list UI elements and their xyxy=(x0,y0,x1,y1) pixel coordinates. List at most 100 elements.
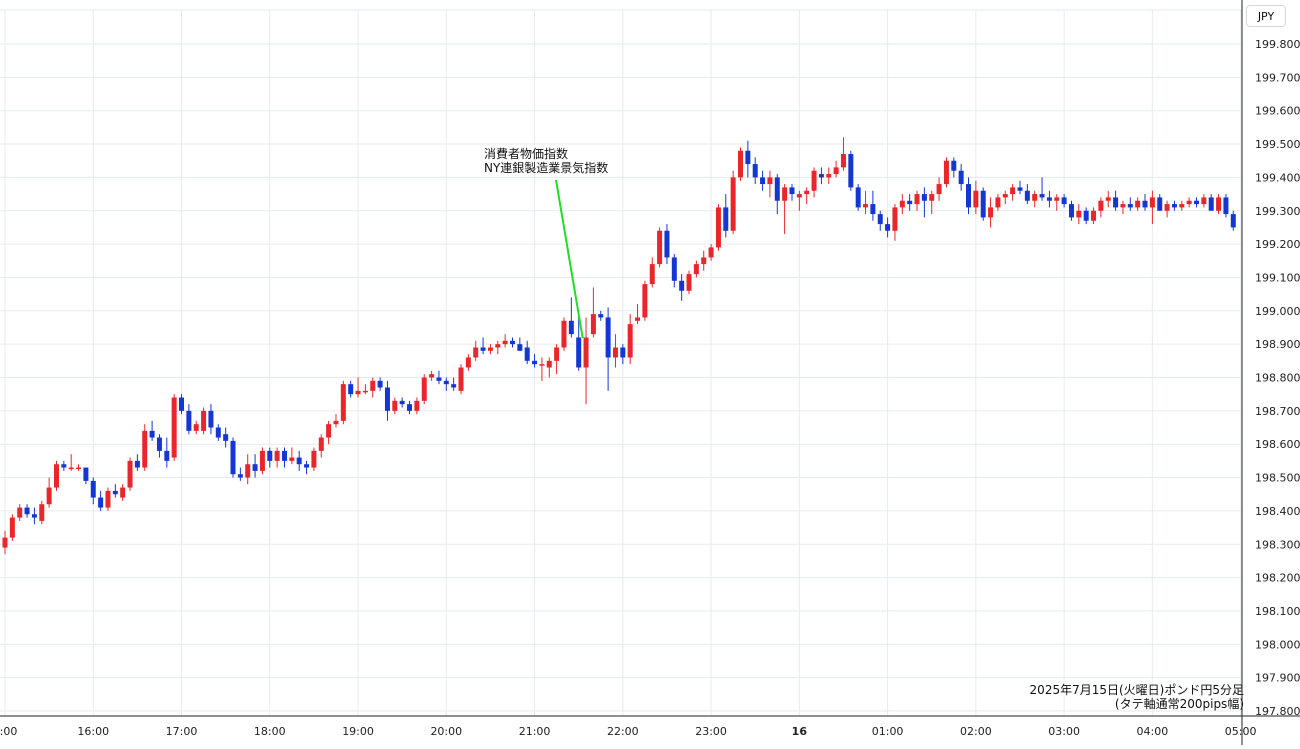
candle-body xyxy=(31,514,37,518)
candle xyxy=(568,297,574,338)
candle xyxy=(701,250,707,271)
candle-body xyxy=(1208,197,1214,211)
candle xyxy=(789,184,795,201)
candle-body xyxy=(421,377,427,401)
candle xyxy=(590,287,596,338)
x-tick-label: 01:00 xyxy=(872,725,904,738)
y-tick-label: 198.800 xyxy=(1255,372,1300,385)
candle xyxy=(760,170,766,191)
candle xyxy=(818,167,824,185)
candle-body xyxy=(1127,204,1133,208)
candle-body xyxy=(392,400,398,411)
candle xyxy=(1135,197,1141,211)
candle xyxy=(929,190,935,215)
candle-body xyxy=(532,360,538,365)
candle xyxy=(605,307,611,391)
y-tick-label: 198.600 xyxy=(1255,438,1300,451)
chart-caption: 2025年7月15日(火曜日)ポンド円5分足 (タテ軸通常200pips幅) xyxy=(1030,683,1244,711)
candle-body xyxy=(2,537,8,548)
candle-body xyxy=(429,374,435,378)
candle xyxy=(333,414,339,428)
candle xyxy=(657,227,663,268)
candle-body xyxy=(340,384,346,421)
candle xyxy=(532,354,538,368)
candle xyxy=(951,157,957,178)
candle xyxy=(9,514,15,541)
candle-body xyxy=(458,367,464,391)
candle xyxy=(1223,194,1229,218)
candle-body xyxy=(414,400,420,411)
candle-body xyxy=(1083,210,1089,221)
candle-body xyxy=(252,464,258,471)
candle-body xyxy=(296,457,302,465)
candle xyxy=(612,334,618,368)
candle-body xyxy=(1046,197,1052,201)
candle xyxy=(2,530,8,555)
candle-body xyxy=(951,160,957,171)
candle-body xyxy=(612,347,618,358)
candle-body xyxy=(407,404,413,411)
candle xyxy=(509,337,515,348)
candle-body xyxy=(693,264,699,275)
candle xyxy=(642,280,648,321)
candle-body xyxy=(68,467,74,470)
candle xyxy=(664,224,670,265)
candle-body xyxy=(149,430,155,438)
candle-body xyxy=(568,320,574,335)
candle xyxy=(17,504,23,521)
candle xyxy=(480,337,486,355)
x-tick-label: 23:00 xyxy=(695,725,727,738)
candle xyxy=(281,447,287,468)
candle xyxy=(127,457,133,491)
y-tick-label: 199.800 xyxy=(1255,38,1300,51)
candle-body xyxy=(760,177,766,185)
candle-body xyxy=(921,194,927,201)
candle xyxy=(723,194,729,238)
candle xyxy=(377,377,383,391)
candle xyxy=(215,424,221,441)
candle-body xyxy=(966,184,972,208)
candle xyxy=(237,467,243,481)
candle xyxy=(1098,197,1104,218)
candle xyxy=(495,340,501,355)
candle-body xyxy=(929,194,935,201)
candle xyxy=(1061,194,1067,208)
candle-body xyxy=(355,390,361,395)
candle xyxy=(1179,200,1185,211)
y-tick-label: 198.000 xyxy=(1255,638,1300,651)
candle-body xyxy=(318,437,324,451)
candle-body xyxy=(1223,197,1229,215)
candle-body xyxy=(774,177,780,201)
x-tick-label: 19:00 xyxy=(342,725,374,738)
candle-body xyxy=(789,187,795,195)
candle-body xyxy=(1010,187,1016,195)
candle xyxy=(693,260,699,278)
candle xyxy=(980,187,986,221)
candle xyxy=(885,217,891,238)
candle-body xyxy=(451,384,457,388)
currency-badge[interactable]: JPY xyxy=(1246,5,1286,27)
candle xyxy=(53,460,59,491)
x-tick-label: 21:00 xyxy=(519,725,551,738)
candle xyxy=(524,340,530,365)
candle-body xyxy=(436,377,442,381)
event-annotation: 消費者物価指数 NY連銀製造業景気指数 xyxy=(484,147,608,175)
y-tick-label: 198.400 xyxy=(1255,505,1300,518)
candle-body xyxy=(833,167,839,175)
candle xyxy=(686,270,692,295)
candle xyxy=(1164,200,1170,218)
candle xyxy=(1039,177,1045,201)
candle-body xyxy=(517,344,523,351)
candle xyxy=(259,447,265,475)
candle-body xyxy=(112,490,118,495)
candle xyxy=(171,394,177,461)
candle-body xyxy=(870,204,876,215)
x-tick-label: 18:00 xyxy=(254,725,286,738)
candle-body xyxy=(723,207,729,231)
candle-body xyxy=(230,440,236,475)
candle-body xyxy=(1171,204,1177,208)
candle xyxy=(1024,184,1030,205)
x-tick-label: 17:00 xyxy=(166,725,198,738)
candle-body xyxy=(120,487,126,498)
candle xyxy=(451,377,457,391)
